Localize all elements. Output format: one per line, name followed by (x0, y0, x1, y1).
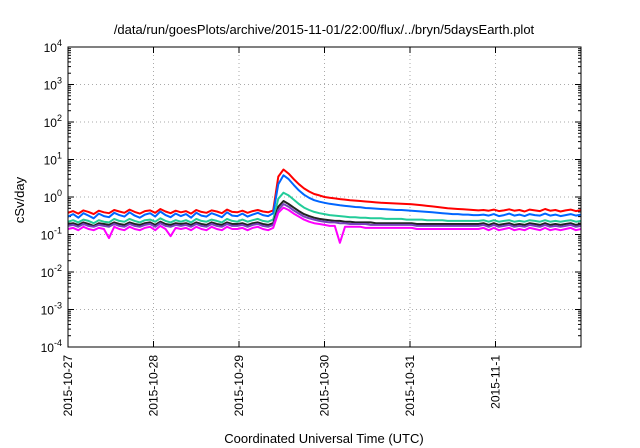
series-line-2 (67, 191, 582, 225)
plot-frame (67, 46, 582, 348)
x-tick-labels: 2015-10-27 2015-10-28 2015-10-29 2015-10-30… (61, 47, 503, 416)
y-tick-label-7: 10-3 (41, 301, 62, 318)
y-tick-label-2: 102 (44, 113, 62, 130)
series-line-5 (67, 206, 582, 244)
y-tick-labels: 104 103 102 101 100 10-1 10-2 10-3 10-4 (41, 38, 581, 355)
series-line-0 (67, 168, 582, 216)
x-tick-label-3: 2015-10-30 (318, 355, 332, 417)
y-axis-label: cSv/day (12, 176, 27, 223)
y-tick-label-6: 10-2 (41, 263, 62, 280)
series-line-1 (67, 174, 582, 220)
y-tick-label-0: 104 (44, 38, 62, 55)
y-tick-label-3: 101 (44, 151, 62, 168)
y-tick-label-4: 100 (44, 188, 62, 205)
series-line-4 (67, 203, 582, 228)
y-tick-label-1: 103 (44, 76, 62, 93)
x-tick-label-4: 2015-10-31 (403, 355, 417, 417)
x-tick-label-2: 2015-10-29 (232, 355, 246, 417)
y-tick-label-5: 10-1 (41, 226, 62, 243)
series-lines (67, 168, 582, 244)
x-tick-label-5: 2015-11-1 (489, 355, 503, 409)
y-tick-label-8: 10-4 (41, 338, 62, 355)
x-tick-label-1: 2015-10-28 (147, 355, 161, 417)
x-axis-label: Coordinated Universal Time (UTC) (224, 431, 423, 446)
x-tick-label-0: 2015-10-27 (61, 355, 75, 417)
chart-title: /data/run/goesPlots/archive/2015-11-01/2… (114, 22, 535, 37)
series-line-3 (67, 200, 582, 227)
